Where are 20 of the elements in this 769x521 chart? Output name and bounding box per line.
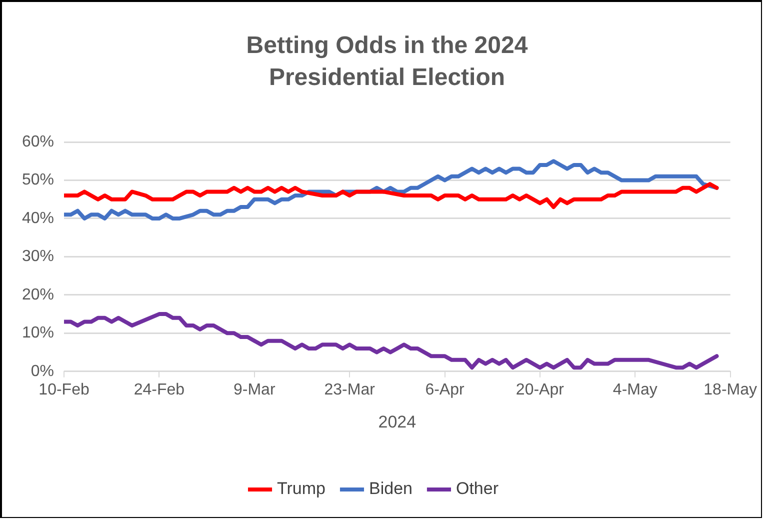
y-tick-label: 0% [30,362,54,380]
x-tick-label: 24-Feb [134,381,185,398]
x-tick-label: 4-May [612,381,658,398]
x-tick-label: 18-May [704,381,758,398]
x-tick-label: 6-Apr [425,381,465,398]
x-tick-label: 20-Apr [516,381,565,398]
legend-label: Biden [368,479,412,498]
legend-label: Other [456,479,499,498]
x-tick-label: 9-Mar [234,381,276,398]
x-axis-title: 2024 [378,412,416,432]
y-tick-label: 40% [22,210,54,227]
chart-title: Betting Odds in the 2024 Presidential Election [245,31,529,93]
x-tick-label: 10-Feb [38,381,90,398]
legend-label: Trump [277,479,326,498]
y-tick-label: 20% [22,286,54,304]
y-tick-label: 50% [22,172,54,189]
y-tick-label: 30% [22,248,54,266]
y-tick-label: 60% [22,133,54,150]
y-tick-label: 10% [22,324,54,342]
x-tick-label: 23-Mar [324,381,376,398]
